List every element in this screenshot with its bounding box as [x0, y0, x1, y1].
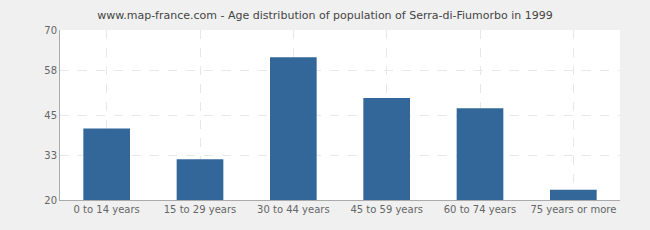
svg-text:45: 45 — [44, 110, 57, 121]
svg-text:0 to 14 years: 0 to 14 years — [74, 204, 140, 215]
svg-text:20: 20 — [44, 195, 57, 206]
svg-text:75 years or more: 75 years or more — [530, 204, 616, 215]
svg-text:33: 33 — [44, 150, 57, 161]
svg-text:15 to 29 years: 15 to 29 years — [164, 204, 237, 215]
svg-text:58: 58 — [44, 65, 57, 76]
svg-text:30 to 44 years: 30 to 44 years — [257, 204, 330, 215]
svg-text:60 to 74 years: 60 to 74 years — [444, 204, 517, 215]
svg-text:70: 70 — [44, 25, 57, 36]
svg-text:www.map-france.com - Age distr: www.map-france.com - Age distribution of… — [97, 9, 553, 22]
svg-text:45 to 59 years: 45 to 59 years — [350, 204, 423, 215]
